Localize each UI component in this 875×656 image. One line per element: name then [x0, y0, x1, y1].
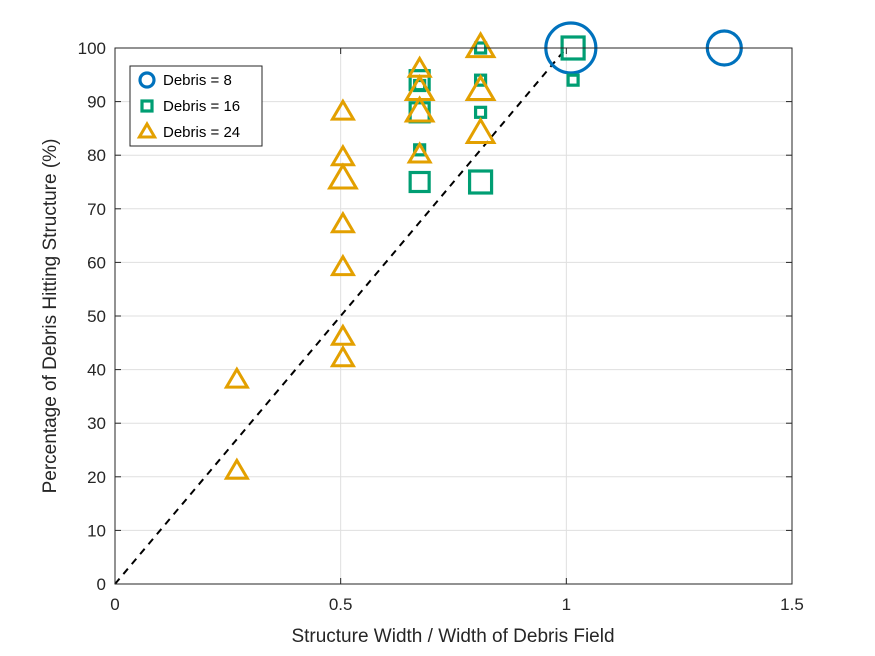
- square-marker: [566, 73, 580, 87]
- legend-circle-marker: [138, 71, 156, 89]
- triangle-marker: [327, 162, 359, 190]
- x-tick-label: 0: [110, 595, 119, 614]
- y-tick-label: 70: [87, 200, 106, 219]
- x-tick-label: 0.5: [329, 595, 353, 614]
- y-tick-label: 90: [87, 93, 106, 112]
- triangle-marker: [329, 98, 356, 121]
- triangle-marker: [329, 210, 356, 234]
- y-tick-label: 10: [87, 521, 106, 540]
- axis-ticks: 0 0.5 1 1.5 0 10 20 30 40 50 60 70 80 90 100: [78, 39, 804, 614]
- y-tick-label: 40: [87, 361, 106, 380]
- legend-entry-label: Debris = 16: [163, 98, 240, 115]
- y-tick-label: 0: [97, 575, 106, 594]
- y-axis-label: Percentage of Debris Hitting Structure (…: [40, 139, 61, 494]
- triangle-marker: [329, 344, 356, 368]
- triangle-marker: [329, 253, 356, 277]
- legend-entry-label: Debris = 24: [163, 124, 240, 141]
- legend: Debris = 8 Debris = 16 Debris = 24: [129, 65, 263, 147]
- legend-entry-label: Debris = 8: [163, 72, 232, 89]
- y-tick-label: 80: [87, 146, 106, 165]
- square-marker: [467, 169, 494, 195]
- triangle-marker: [406, 141, 433, 164]
- triangle-marker: [329, 323, 356, 346]
- legend-triangle-marker: [136, 121, 158, 139]
- grid-lines: [115, 48, 792, 584]
- y-tick-label: 100: [78, 39, 106, 58]
- x-axis-label: Structure Width / Width of Debris Field: [291, 626, 614, 647]
- triangle-marker: [223, 366, 250, 389]
- series-triangle-group: [223, 31, 497, 480]
- triangle-marker: [464, 116, 497, 144]
- x-tick-label: 1: [562, 595, 571, 614]
- triangle-marker: [403, 95, 436, 123]
- triangle-marker: [223, 457, 250, 480]
- triangle-marker: [464, 73, 497, 102]
- y-tick-label: 60: [87, 253, 106, 272]
- y-tick-label: 20: [87, 468, 106, 487]
- y-tick-label: 50: [87, 307, 106, 326]
- y-tick-label: 30: [87, 414, 106, 433]
- x-tick-label: 1.5: [780, 595, 804, 614]
- square-marker: [408, 170, 431, 194]
- legend-square-marker: [140, 99, 154, 113]
- triangle-marker: [464, 31, 497, 59]
